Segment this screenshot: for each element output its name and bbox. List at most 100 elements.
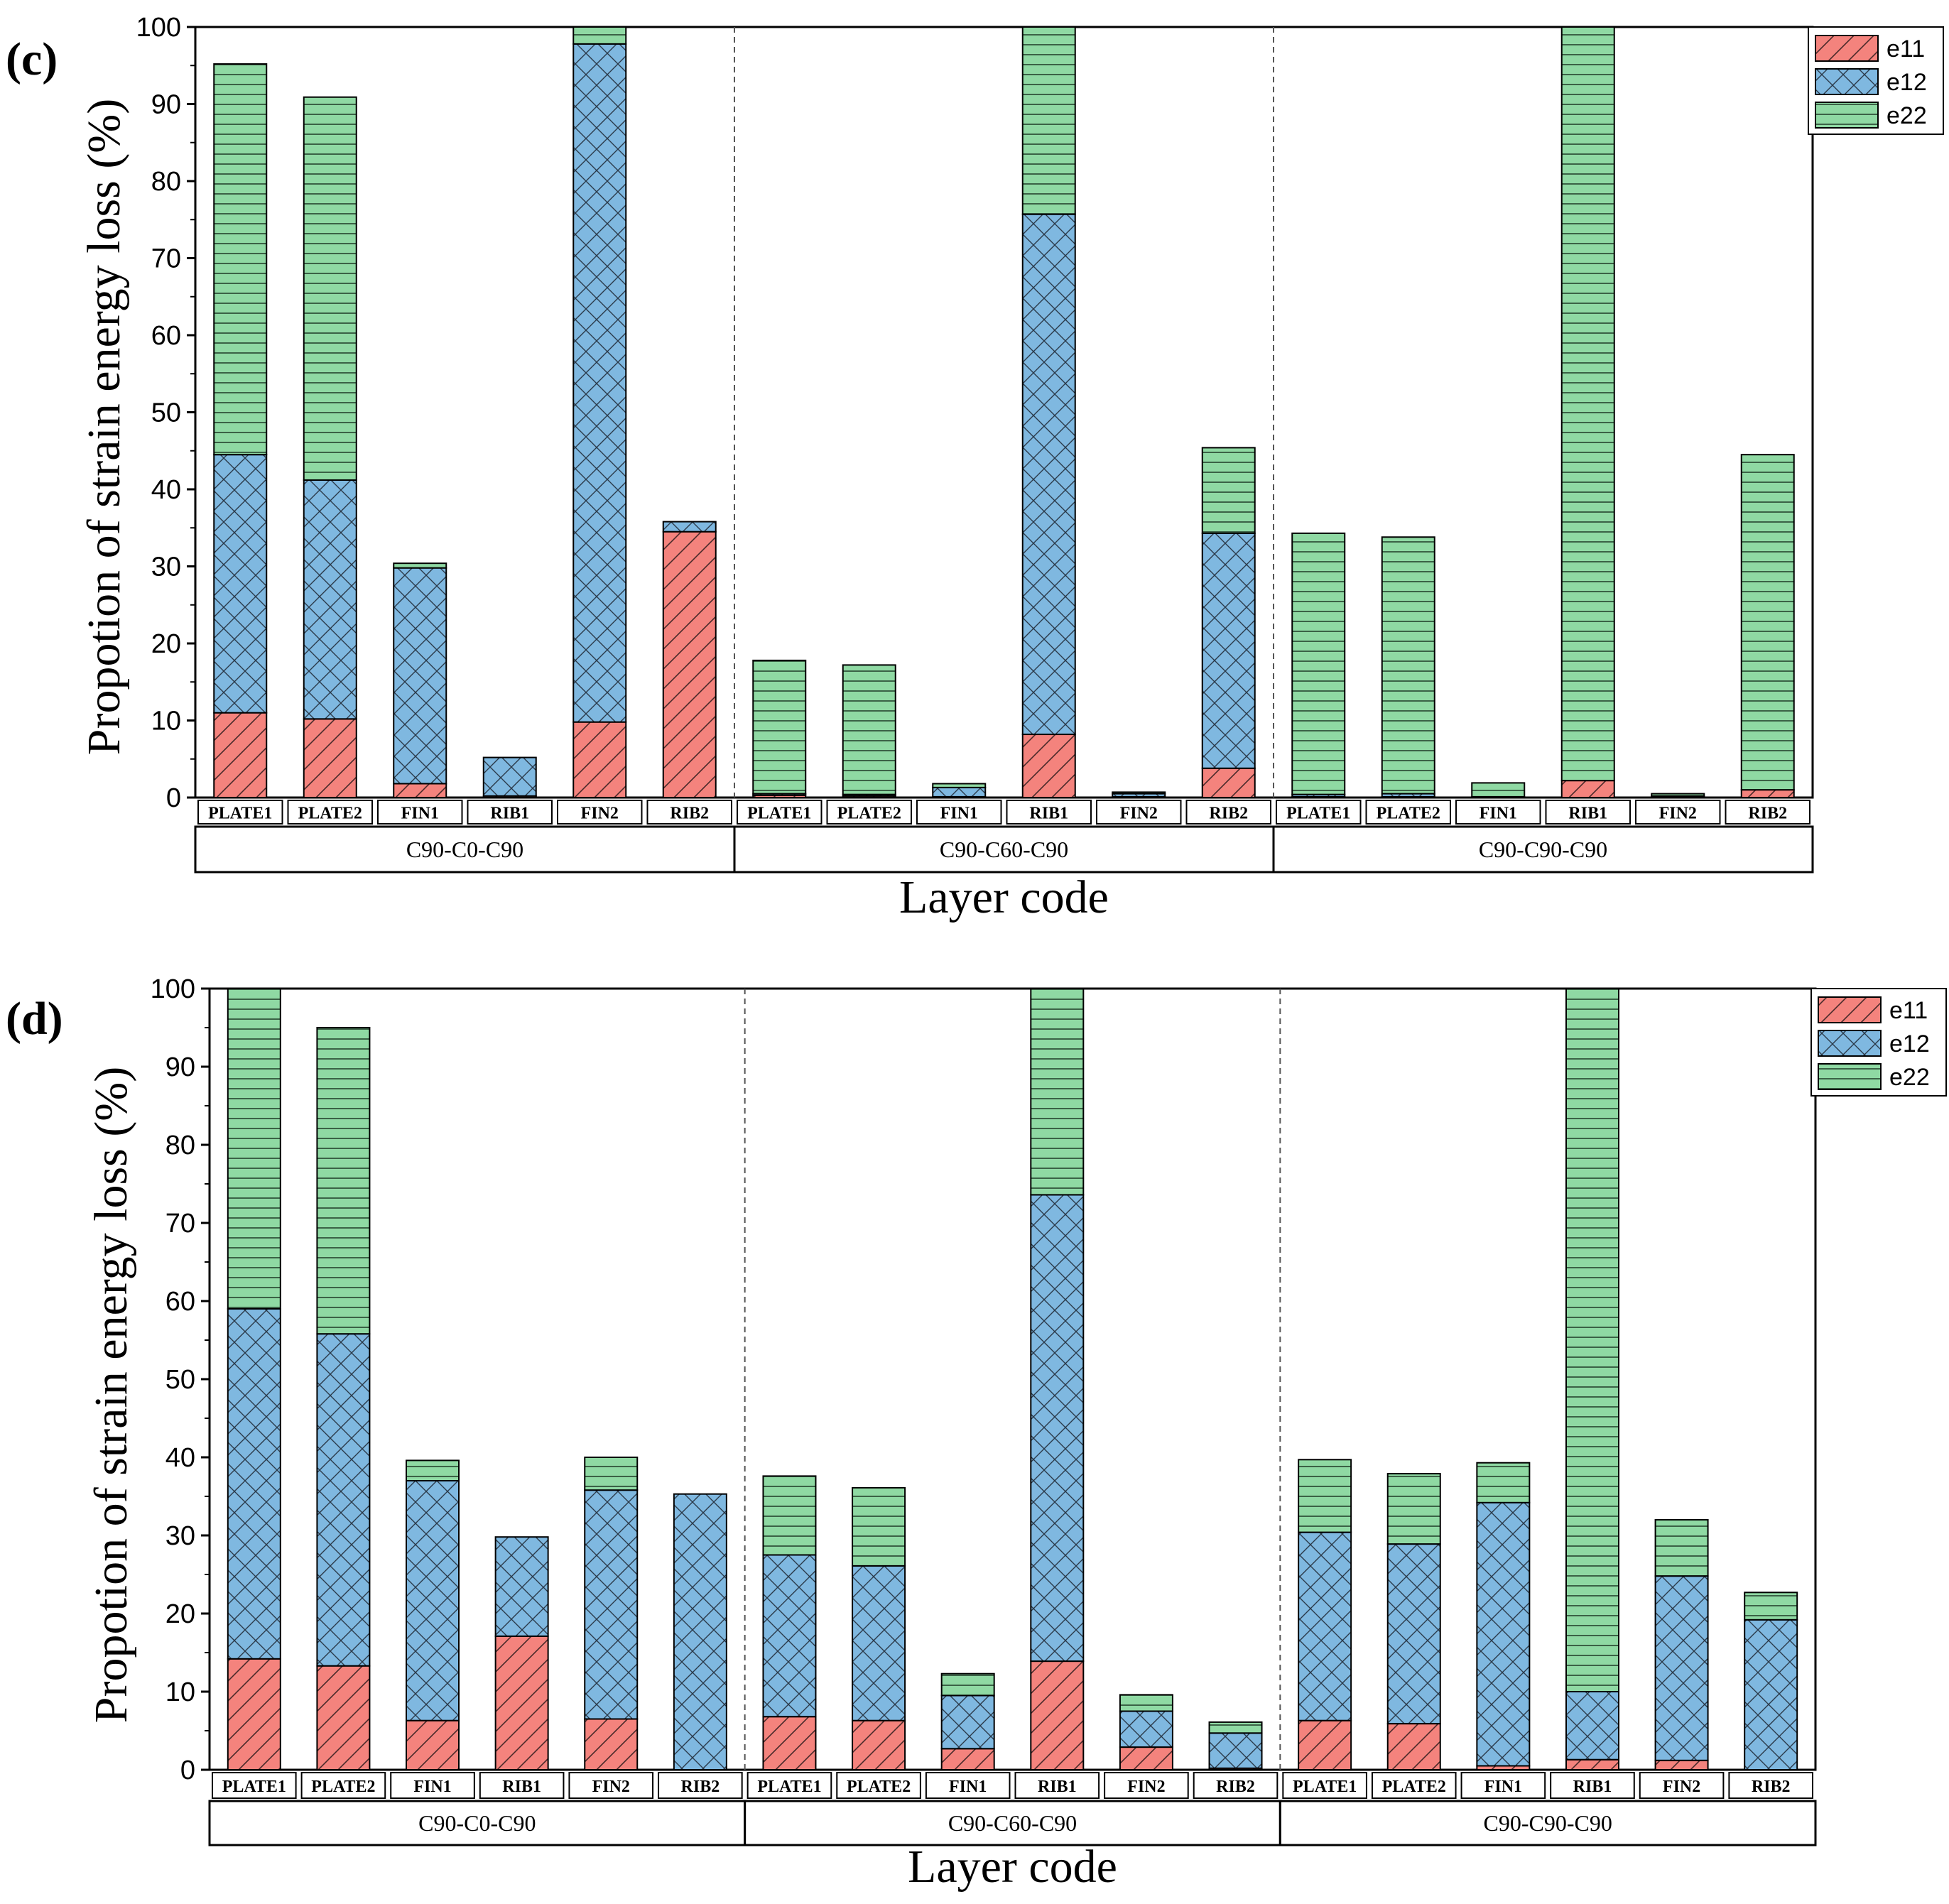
- bar-segment-e22: [1201, 447, 1256, 534]
- category-label: FIN1: [1484, 1778, 1522, 1796]
- y-tick-label: 0: [166, 783, 181, 813]
- bar-segment-e11: [406, 1719, 460, 1770]
- bar-segment-e12: [1386, 1543, 1441, 1725]
- y-tick-label: 10: [165, 1677, 195, 1707]
- y-tick-label: 70: [151, 244, 181, 274]
- category-label-box: [287, 800, 373, 825]
- bar-segment-e11: [1298, 1719, 1352, 1770]
- category-label: FIN1: [940, 805, 978, 823]
- bar-segment-e22: [1740, 454, 1795, 791]
- bar-segment-e22: [406, 1459, 460, 1481]
- bar-segment-e11: [316, 1665, 371, 1770]
- y-tick-label: 30: [165, 1521, 195, 1551]
- category-label-box: [826, 800, 912, 825]
- category-label-box: [916, 800, 1002, 825]
- legend-label-e12: e12: [1889, 1030, 1930, 1057]
- category-label: RIB1: [1029, 805, 1068, 823]
- category-label-box: [1185, 800, 1271, 825]
- category-label: PLATE2: [1377, 805, 1440, 823]
- bar-segment-e11: [1565, 1758, 1619, 1770]
- bar-segment-e11: [1021, 734, 1076, 799]
- bar-segment-e12: [1565, 1691, 1619, 1761]
- bar-segment-e11: [1560, 780, 1615, 799]
- bar-segment-e12: [316, 1333, 371, 1667]
- category-label: FIN2: [581, 805, 619, 823]
- x-axis-title: Layer code: [908, 1841, 1117, 1893]
- category-label-box: [197, 800, 283, 825]
- bar-segment-e11: [662, 531, 717, 798]
- y-tick-label: 0: [180, 1756, 195, 1785]
- category-label-box: [1104, 1772, 1189, 1799]
- bar-segment-e12: [1654, 1575, 1709, 1761]
- bar-segment-e22: [842, 664, 896, 795]
- bar-segment-e22: [752, 659, 807, 795]
- category-label: PLATE1: [1286, 805, 1350, 823]
- bar-segment-e11: [1740, 789, 1795, 799]
- category-label-box: [747, 1772, 832, 1799]
- category-label: PLATE1: [747, 805, 811, 823]
- category-label: PLATE2: [837, 805, 901, 823]
- category-label: RIB2: [681, 1778, 720, 1796]
- category-label: RIB1: [1573, 1778, 1612, 1796]
- category-label: PLATE2: [311, 1778, 375, 1796]
- bar-segment-e11: [572, 721, 627, 798]
- group-label: C90-C60-C90: [940, 837, 1068, 862]
- category-label-box: [1276, 800, 1362, 825]
- category-label-box: [646, 800, 732, 825]
- category-label: FIN2: [1120, 805, 1158, 823]
- category-label-box: [212, 1772, 297, 1799]
- bar-segment-e12: [572, 43, 627, 723]
- category-label: PLATE1: [208, 805, 272, 823]
- bar-segment-e11: [393, 783, 447, 798]
- category-label: RIB2: [670, 805, 709, 823]
- y-tick-label: 20: [151, 629, 181, 659]
- bar-segment-e22: [932, 783, 987, 788]
- bar-segment-e12: [673, 1493, 727, 1770]
- y-tick-label: 20: [165, 1599, 195, 1629]
- y-tick-label: 80: [165, 1131, 195, 1160]
- bar-segment-e11: [213, 712, 268, 799]
- category-label-box: [925, 1772, 1011, 1799]
- bar-segment-e12: [1208, 1732, 1263, 1769]
- bar-segment-e11: [1201, 767, 1256, 799]
- category-label-box: [1460, 1772, 1546, 1799]
- category-label: FIN2: [592, 1778, 630, 1796]
- category-label-box: [1096, 800, 1182, 825]
- category-label-box: [1014, 1772, 1100, 1799]
- bar-segment-e22: [940, 1672, 995, 1697]
- legend-swatch-e12: [1815, 68, 1879, 95]
- bar-segment-e22: [1291, 532, 1346, 795]
- bar-segment-e12: [393, 567, 447, 785]
- category-label-box: [1193, 1772, 1278, 1799]
- category-label-box: [836, 1772, 921, 1799]
- panel-label: (c): [6, 33, 58, 85]
- category-label-box: [1728, 1772, 1814, 1799]
- bar-segment-e22: [1476, 1462, 1531, 1503]
- category-label-box: [557, 800, 643, 825]
- y-tick-label: 40: [151, 475, 181, 505]
- group-label: C90-C60-C90: [948, 1810, 1077, 1836]
- y-axis-title: Propotion of strain energy loss (%): [78, 99, 130, 755]
- group-label-box: [194, 825, 736, 874]
- category-label: PLATE2: [847, 1778, 911, 1796]
- y-tick-label: 10: [151, 707, 181, 736]
- category-label-box: [1006, 800, 1092, 825]
- category-label-box: [1371, 1772, 1457, 1799]
- category-label-box: [1635, 800, 1721, 825]
- category-label: PLATE1: [1293, 1778, 1357, 1796]
- bar-segment-e22: [1021, 26, 1076, 215]
- category-label: RIB1: [502, 1778, 541, 1796]
- group-label-box: [208, 1800, 747, 1846]
- bar-segment-e12: [213, 454, 268, 714]
- bar-segment-e22: [1744, 1592, 1798, 1621]
- group-label: C90-C0-C90: [418, 1810, 536, 1836]
- category-label: FIN2: [1663, 1778, 1700, 1796]
- category-label: RIB1: [1568, 805, 1607, 823]
- category-label-box: [377, 800, 463, 825]
- legend-label-e22: e22: [1886, 102, 1927, 129]
- y-tick-label: 60: [151, 321, 181, 351]
- bar-segment-e22: [1560, 26, 1615, 782]
- bar-segment-e22: [1119, 1694, 1173, 1712]
- y-tick-label: 40: [165, 1443, 195, 1473]
